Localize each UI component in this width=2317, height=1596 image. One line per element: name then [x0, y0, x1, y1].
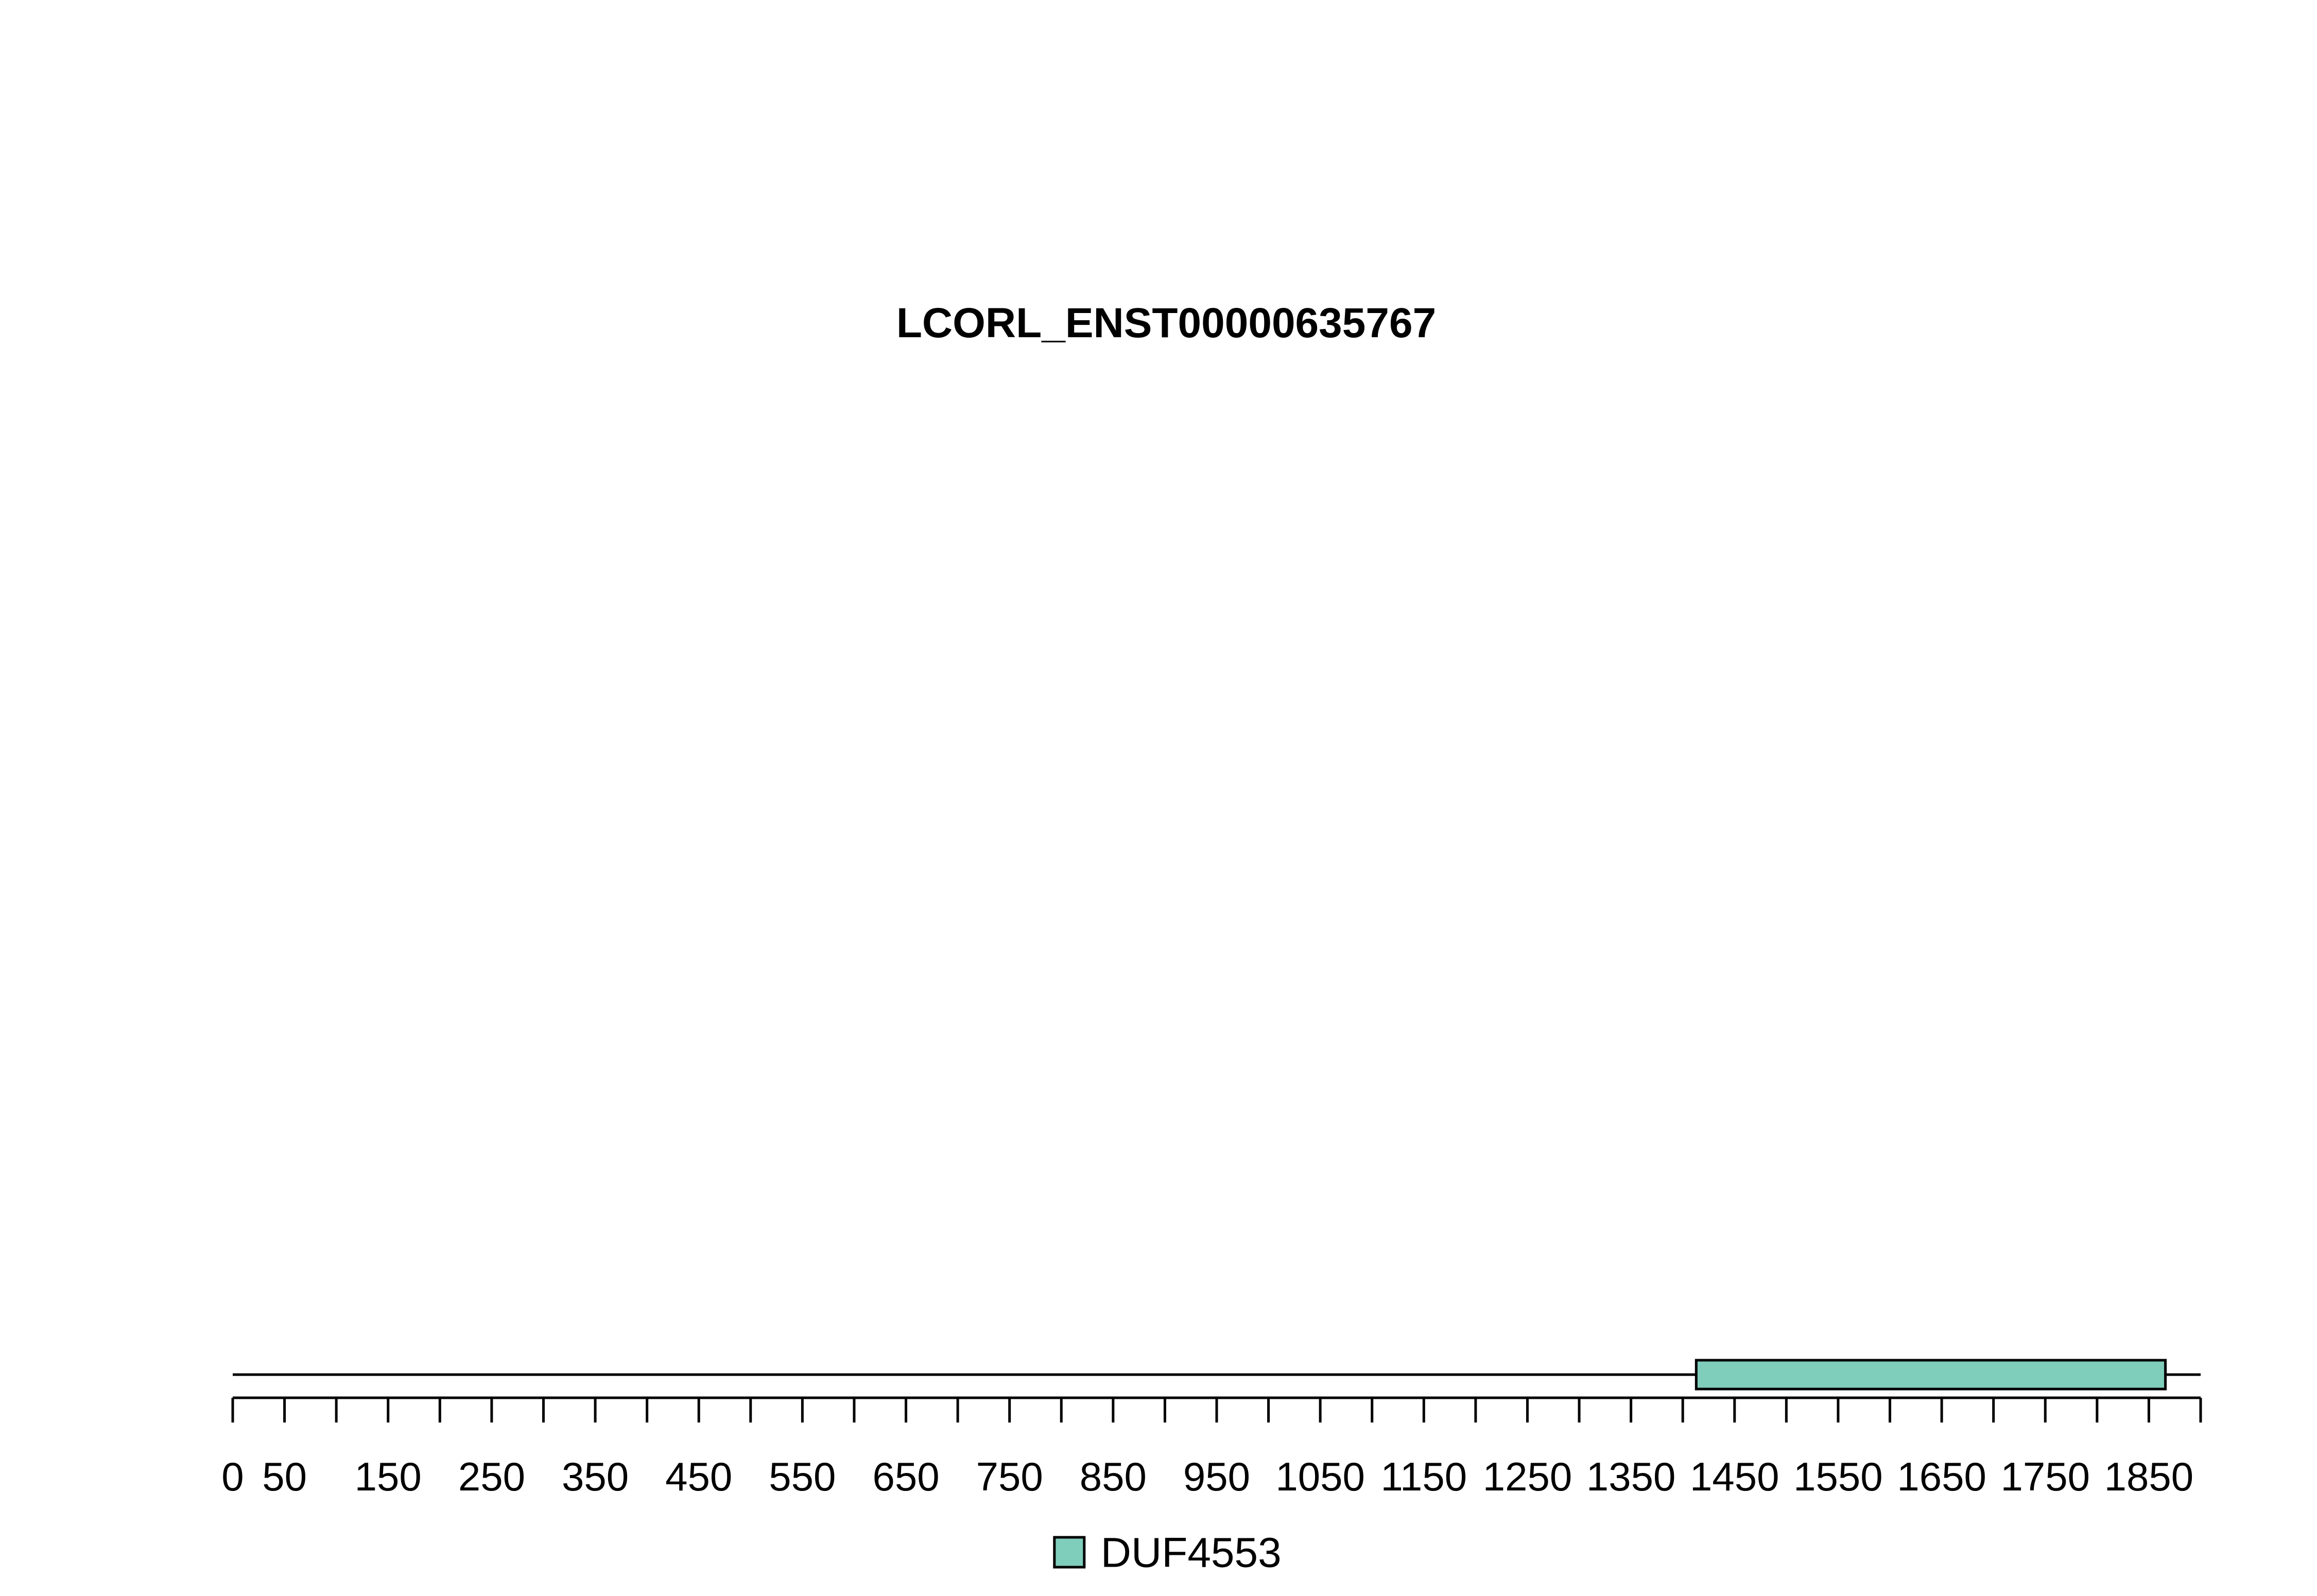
axis-tick-label: 250: [458, 1454, 525, 1499]
axis-tick-label: 1150: [1380, 1454, 1467, 1499]
axis-tick-label: 550: [769, 1454, 836, 1499]
axis-tick-label: 1550: [1793, 1454, 1883, 1499]
axis-tick-label: 350: [562, 1454, 629, 1499]
axis-tick-label: 1350: [1586, 1454, 1676, 1499]
domain-box-duf4553: [1694, 1359, 2167, 1391]
legend: DUF4553: [1053, 1530, 1282, 1576]
position-axis: 0 50 150 250 350 450 550 650 750 850 950 1050 1150 12…: [221, 1396, 2202, 1499]
axis-tick-label: 1850: [2104, 1454, 2194, 1499]
axis-tick-label: 1650: [1897, 1454, 1986, 1499]
legend-label: DUF4553: [1101, 1530, 1282, 1576]
axis-tick-label: 1250: [1483, 1454, 1572, 1499]
domain-layer: [1694, 1359, 2167, 1391]
axis-tick-label: 750: [976, 1454, 1043, 1499]
legend-swatch: [1053, 1536, 1086, 1569]
axis-tick-label: 1750: [2000, 1454, 2090, 1499]
axis-tick-label: 1450: [1690, 1454, 1779, 1499]
axis-tick-label: 950: [1183, 1454, 1250, 1499]
chart-title: LCORL_ENST00000635767: [896, 300, 1436, 346]
axis-tick-label: 50: [262, 1454, 307, 1499]
axis-ticks: [231, 1398, 2202, 1422]
axis-tick-label: 450: [665, 1454, 732, 1499]
axis-tick-label: 850: [1080, 1454, 1147, 1499]
axis-tick-label: 1050: [1275, 1454, 1365, 1499]
axis-tick-label: 650: [872, 1454, 939, 1499]
axis-tick-labels: 0 50 150 250 350 450 550 650 750 850 950 1050 1150 12…: [221, 1454, 2193, 1499]
axis-tick-label: 0: [221, 1454, 244, 1499]
axis-tick-label: 150: [355, 1454, 422, 1499]
